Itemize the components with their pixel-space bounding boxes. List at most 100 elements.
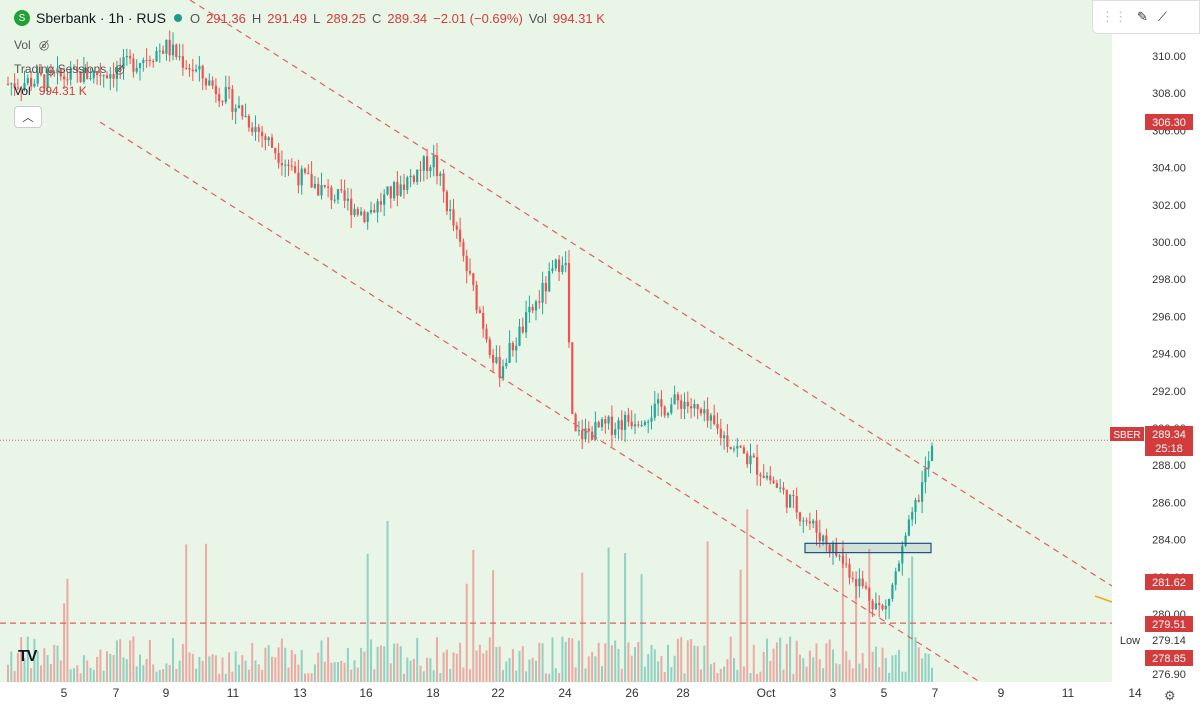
volume-bar	[825, 643, 828, 682]
candle-body	[396, 182, 399, 196]
volume-bar	[145, 658, 148, 682]
candle-body	[511, 342, 514, 351]
candle-body	[624, 414, 627, 430]
volume-bar	[739, 569, 742, 682]
volume-bar	[525, 671, 528, 682]
volume-bar	[683, 673, 686, 682]
candle-body	[264, 136, 267, 141]
candle-body	[330, 187, 333, 201]
indicator-volume-label: Vol	[14, 84, 31, 98]
volume-bar	[89, 667, 92, 682]
chart-type-icon[interactable]: ⟋	[1157, 9, 1168, 24]
low-value-legend: 289.25	[326, 10, 366, 26]
candle-body	[343, 190, 346, 201]
volume-bar	[861, 653, 864, 682]
low-tag: Low	[1120, 635, 1140, 647]
candle-body	[515, 345, 518, 351]
volume-bar	[782, 669, 785, 682]
volume-bar	[690, 639, 693, 682]
lower-channel-line	[99, 121, 981, 683]
volume-bar	[568, 637, 570, 682]
volume-bar	[426, 657, 429, 682]
candle-body	[561, 265, 564, 272]
price-axis[interactable]	[1112, 0, 1200, 682]
candle-body	[211, 80, 214, 86]
volume-bar	[465, 583, 468, 682]
volume-bar	[733, 658, 735, 682]
candle-body	[416, 169, 419, 182]
level-label-278-bg	[1145, 650, 1193, 666]
candle-body	[56, 68, 59, 74]
volume-bar	[749, 672, 752, 682]
volume-bar	[261, 669, 264, 682]
volume-bar	[511, 649, 514, 682]
candle-body	[620, 420, 623, 430]
volume-bar	[185, 544, 188, 682]
candle-body	[772, 480, 775, 484]
volume-bar	[228, 652, 231, 682]
candle-body	[551, 268, 554, 272]
time-axis-tick: 9	[998, 686, 1005, 700]
candle-body	[26, 77, 29, 84]
indicator-trading-sessions[interactable]: Trading Sessions ◎̸	[14, 62, 125, 76]
price-labels: 306.30 SBER 289.34 25:18 281.62 279.51 L…	[1110, 114, 1193, 666]
candle-body	[607, 416, 610, 424]
market-status-icon	[173, 14, 182, 22]
volume-bar	[244, 660, 247, 682]
candle-body	[845, 563, 848, 565]
candle-body	[76, 67, 79, 72]
candle-body	[452, 209, 455, 226]
candle-body	[228, 87, 231, 90]
collapse-indicators-button[interactable]: ︿	[14, 106, 42, 128]
candle-body	[825, 535, 828, 545]
symbol-title[interactable]: Sberbank · 1h · RUS	[36, 10, 166, 26]
price-axis-tick: 292.00	[1152, 386, 1186, 398]
drawing-icon[interactable]: ✎	[1137, 9, 1148, 24]
candle-body	[660, 399, 663, 407]
volume-bar	[577, 640, 580, 682]
volume-bar	[795, 640, 798, 682]
candle-body	[911, 511, 914, 520]
volume-bar	[412, 658, 415, 682]
indicator-vol-hidden[interactable]: Vol ◎̸	[14, 38, 49, 52]
volume-bar	[125, 659, 128, 682]
volume-bar	[313, 664, 316, 682]
candle-body	[798, 512, 802, 522]
volume-bar	[422, 671, 425, 682]
volume-bar	[597, 642, 600, 682]
volume-bar	[508, 658, 511, 682]
candle-body	[676, 394, 679, 401]
volume-bar	[851, 668, 854, 682]
volume-value: 994.31 K	[552, 10, 605, 26]
eye-off-icon[interactable]: ◎̸	[114, 62, 125, 76]
time-axis[interactable]	[0, 682, 1200, 708]
candle-body	[841, 555, 844, 564]
volume-bar	[564, 641, 567, 682]
volume-bar	[59, 660, 62, 682]
candles	[6, 30, 934, 620]
volume-bar	[459, 642, 462, 682]
candle-body	[871, 600, 874, 610]
volume-bar	[574, 667, 577, 682]
volume-bar	[878, 667, 881, 682]
volume-bar	[363, 651, 366, 682]
candle-body	[858, 578, 861, 587]
volume-bar	[630, 655, 633, 682]
settings-gear-icon[interactable]: ⚙	[1164, 688, 1176, 703]
volume-bar	[376, 646, 379, 682]
drag-handle-icon[interactable]: ⋮⋮	[1101, 9, 1127, 24]
indicator-volume[interactable]: Vol 994.31 K	[14, 84, 87, 98]
candle-body	[921, 482, 924, 502]
tradingview-logo-icon[interactable]: TV	[18, 648, 37, 665]
candle-body	[693, 404, 696, 409]
eye-off-icon[interactable]: ◎̸	[38, 38, 50, 52]
candle-body	[584, 428, 587, 440]
volume-bar	[119, 639, 122, 682]
candle-body	[270, 137, 274, 148]
volume-bar	[587, 656, 590, 682]
candle-body	[336, 189, 340, 200]
candle-body	[482, 312, 485, 329]
candle-body	[274, 147, 277, 154]
